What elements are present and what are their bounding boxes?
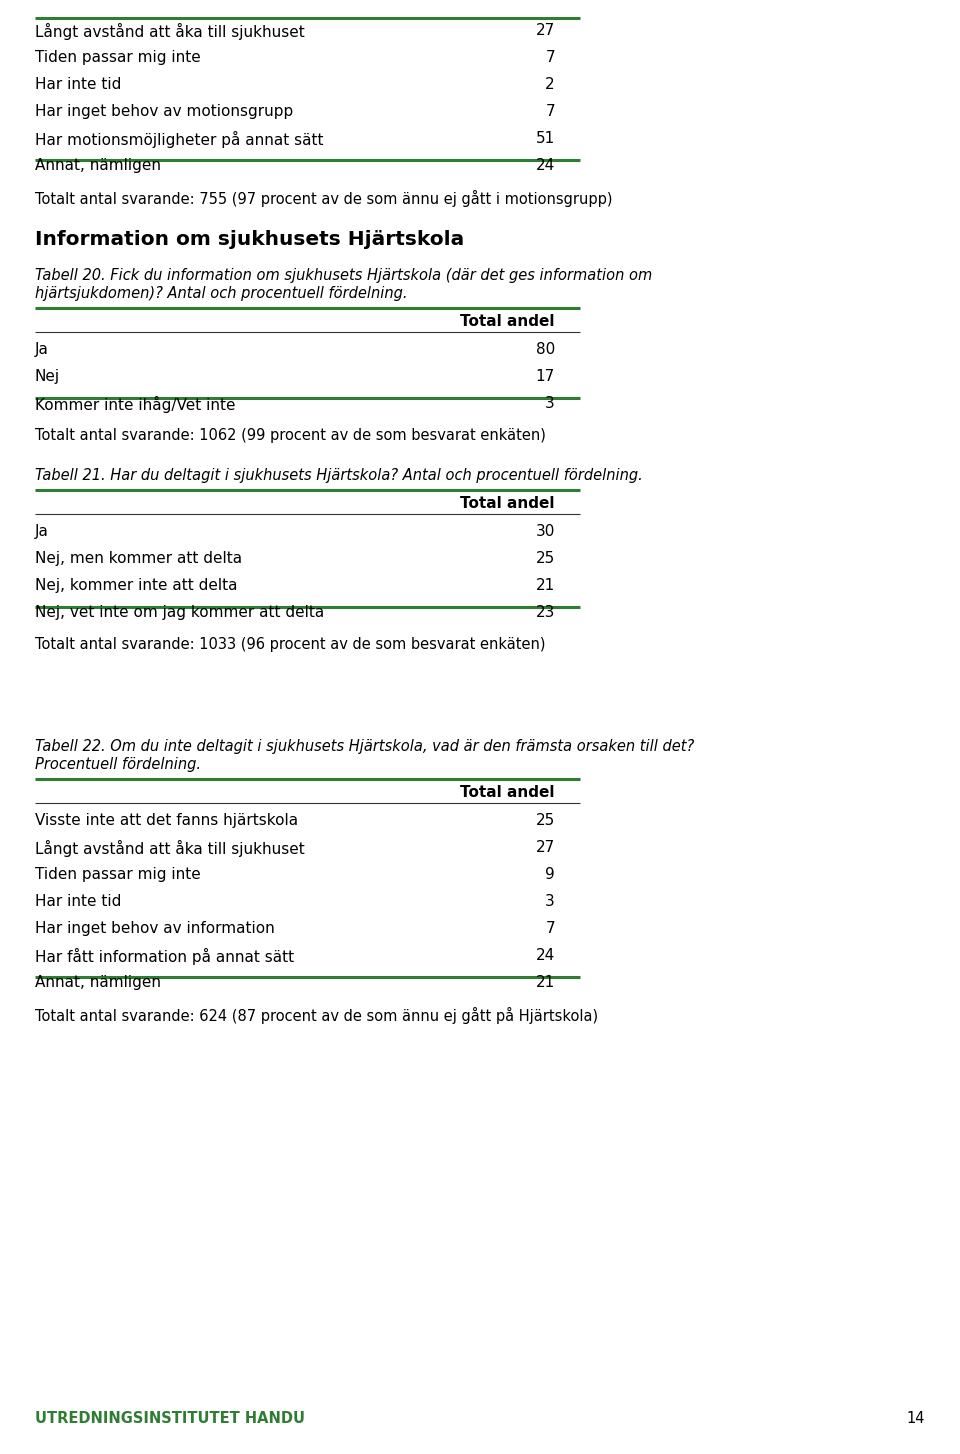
Text: 7: 7 (545, 49, 555, 65)
Text: 25: 25 (536, 551, 555, 566)
Text: Tiden passar mig inte: Tiden passar mig inte (35, 49, 201, 65)
Text: 80: 80 (536, 342, 555, 358)
Text: Totalt antal svarande: 755 (97 procent av de som ännu ej gått i motionsgrupp): Totalt antal svarande: 755 (97 procent a… (35, 190, 612, 206)
Text: Total andel: Total andel (461, 496, 555, 510)
Text: Har inget behov av information: Har inget behov av information (35, 920, 275, 936)
Text: UTREDNINGSINSTITUTET HANDU: UTREDNINGSINSTITUTET HANDU (35, 1410, 305, 1426)
Text: Nej, vet inte om jag kommer att delta: Nej, vet inte om jag kommer att delta (35, 605, 324, 619)
Text: 24: 24 (536, 158, 555, 173)
Text: Tabell 21. Har du deltagit i sjukhusets Hjärtskola? Antal och procentuell fördel: Tabell 21. Har du deltagit i sjukhusets … (35, 468, 643, 483)
Text: Totalt antal svarande: 1062 (99 procent av de som besvarat enkäten): Totalt antal svarande: 1062 (99 procent … (35, 427, 546, 443)
Text: Har inget behov av motionsgrupp: Har inget behov av motionsgrupp (35, 105, 293, 119)
Text: Visste inte att det fanns hjärtskola: Visste inte att det fanns hjärtskola (35, 813, 299, 827)
Text: Kommer inte ihåg/Vet inte: Kommer inte ihåg/Vet inte (35, 395, 235, 413)
Text: 3: 3 (545, 894, 555, 909)
Text: Tiden passar mig inte: Tiden passar mig inte (35, 867, 201, 883)
Text: 2: 2 (545, 77, 555, 92)
Text: 7: 7 (545, 105, 555, 119)
Text: Procentuell fördelning.: Procentuell fördelning. (35, 758, 201, 772)
Text: 25: 25 (536, 813, 555, 827)
Text: 14: 14 (906, 1410, 925, 1426)
Text: Har motionsmöjligheter på annat sätt: Har motionsmöjligheter på annat sätt (35, 131, 324, 148)
Text: Tabell 22. Om du inte deltagit i sjukhusets Hjärtskola, vad är den främsta orsak: Tabell 22. Om du inte deltagit i sjukhus… (35, 739, 694, 755)
Text: Har inte tid: Har inte tid (35, 894, 121, 909)
Text: Information om sjukhusets Hjärtskola: Information om sjukhusets Hjärtskola (35, 230, 465, 249)
Text: 3: 3 (545, 395, 555, 411)
Text: 23: 23 (536, 605, 555, 619)
Text: Långt avstånd att åka till sjukhuset: Långt avstånd att åka till sjukhuset (35, 840, 304, 856)
Text: Har inte tid: Har inte tid (35, 77, 121, 92)
Text: 17: 17 (536, 369, 555, 384)
Text: 9: 9 (545, 867, 555, 883)
Text: Ja: Ja (35, 342, 49, 358)
Text: 24: 24 (536, 948, 555, 963)
Text: Nej, men kommer att delta: Nej, men kommer att delta (35, 551, 242, 566)
Text: Total andel: Total andel (461, 314, 555, 329)
Text: Långt avstånd att åka till sjukhuset: Långt avstånd att åka till sjukhuset (35, 23, 304, 41)
Text: Totalt antal svarande: 1033 (96 procent av de som besvarat enkäten): Totalt antal svarande: 1033 (96 procent … (35, 637, 545, 651)
Text: Nej: Nej (35, 369, 60, 384)
Text: Totalt antal svarande: 624 (87 procent av de som ännu ej gått på Hjärtskola): Totalt antal svarande: 624 (87 procent a… (35, 1008, 598, 1024)
Text: hjärtsjukdomen)? Antal och procentuell fördelning.: hjärtsjukdomen)? Antal och procentuell f… (35, 286, 407, 301)
Text: Total andel: Total andel (461, 785, 555, 800)
Text: 21: 21 (536, 579, 555, 593)
Text: Ja: Ja (35, 523, 49, 539)
Text: 30: 30 (536, 523, 555, 539)
Text: Har fått information på annat sätt: Har fått information på annat sätt (35, 948, 294, 965)
Text: Annat, nämligen: Annat, nämligen (35, 976, 161, 990)
Text: 51: 51 (536, 131, 555, 145)
Text: Tabell 20. Fick du information om sjukhusets Hjärtskola (där det ges information: Tabell 20. Fick du information om sjukhu… (35, 268, 652, 284)
Text: 27: 27 (536, 840, 555, 855)
Text: 27: 27 (536, 23, 555, 38)
Text: 7: 7 (545, 920, 555, 936)
Text: Annat, nämligen: Annat, nämligen (35, 158, 161, 173)
Text: 21: 21 (536, 976, 555, 990)
Text: Nej, kommer inte att delta: Nej, kommer inte att delta (35, 579, 237, 593)
